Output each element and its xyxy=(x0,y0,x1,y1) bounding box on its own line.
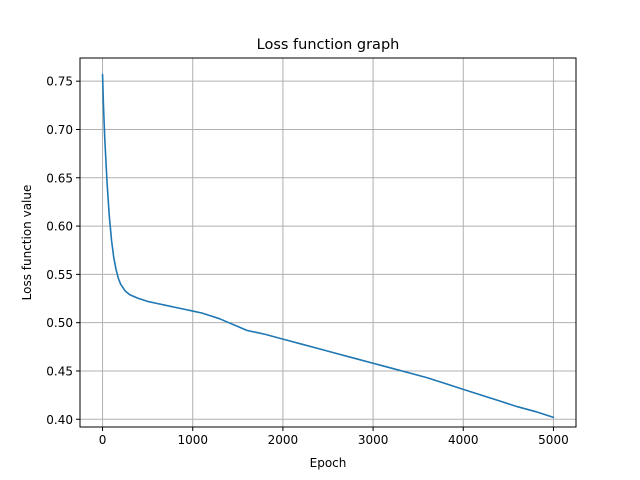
series-layer xyxy=(101,73,555,419)
plot-frame xyxy=(79,57,577,428)
x-tick-label: 4000 xyxy=(448,433,479,447)
loss-line xyxy=(101,73,555,419)
chart-title: Loss function graph xyxy=(257,37,400,53)
y-tick-label: 0.45 xyxy=(46,364,73,378)
x-axis-title: Epoch xyxy=(310,456,347,470)
y-tick-label: 0.50 xyxy=(46,316,73,330)
x-tick-label: 5000 xyxy=(538,433,569,447)
grid-layer xyxy=(80,58,576,427)
y-tick-label: 0.70 xyxy=(46,123,73,137)
y-tick-label: 0.60 xyxy=(46,220,73,234)
x-tick-label: 0 xyxy=(99,433,107,447)
y-tick-label: 0.75 xyxy=(46,75,73,89)
x-tick-label: 3000 xyxy=(358,433,389,447)
x-tick-label: 2000 xyxy=(268,433,299,447)
y-tick-label: 0.40 xyxy=(46,413,73,427)
y-tick-label: 0.55 xyxy=(46,268,73,282)
tick-layer: 0 1000 2000 3000 4000 5000 0.40 0.45 0.50 0.55 0.6… xyxy=(46,75,568,447)
y-axis-title: Loss function value xyxy=(20,185,34,301)
x-tick-label: 1000 xyxy=(177,433,208,447)
plot-area xyxy=(80,58,576,427)
y-tick-label: 0.65 xyxy=(46,171,73,185)
